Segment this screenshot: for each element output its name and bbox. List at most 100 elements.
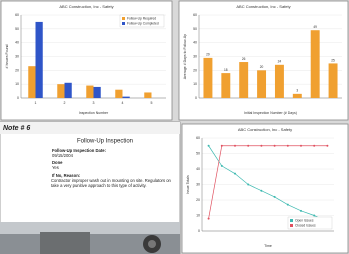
legend-swatch bbox=[290, 224, 293, 227]
value-label: 18 bbox=[224, 68, 228, 72]
y-tick-label: 0 bbox=[17, 96, 19, 100]
field-value-box: Contractor improper wash out in mounting… bbox=[51, 178, 176, 198]
y-tick-label: 0 bbox=[195, 96, 197, 100]
y-tick-label: 20 bbox=[15, 68, 19, 72]
chart: ABC Construction, Inc - Safety 0 10 20 30 40 5… bbox=[179, 1, 348, 120]
x-axis-label: Time bbox=[264, 244, 272, 248]
point bbox=[234, 145, 236, 147]
y-tick-label: 40 bbox=[196, 167, 200, 171]
chart: ABC Construction, Inc - Safety 0 10 20 30 40 5… bbox=[1, 1, 172, 120]
y-tick-label: 40 bbox=[193, 41, 197, 45]
value-label: 3 bbox=[296, 89, 298, 93]
point bbox=[247, 184, 249, 186]
point bbox=[234, 173, 236, 175]
chart-title: ABC Construction, Inc - Safety bbox=[236, 4, 290, 9]
chart: ABC Construction, Inc - Safety 0 10 20 30 40 5… bbox=[182, 124, 348, 253]
x-axis-label: Inspection Number bbox=[79, 111, 109, 115]
y-tick-label: 40 bbox=[15, 41, 19, 45]
y-tick-label: 10 bbox=[15, 82, 19, 86]
x-tick-label: 4 bbox=[122, 101, 124, 105]
point bbox=[274, 196, 276, 198]
point bbox=[247, 145, 249, 147]
point bbox=[326, 145, 328, 147]
legend-swatch bbox=[122, 17, 125, 20]
value-label: 25 bbox=[331, 58, 335, 62]
bar bbox=[293, 94, 302, 98]
chart-panel bbox=[182, 124, 348, 253]
bar bbox=[28, 66, 35, 98]
y-tick-label: 10 bbox=[193, 82, 197, 86]
bar bbox=[65, 83, 72, 98]
bar bbox=[144, 92, 151, 98]
point bbox=[300, 145, 302, 147]
y-tick-label: 50 bbox=[193, 27, 197, 31]
legend-label: Closed Issues bbox=[295, 223, 316, 227]
bar bbox=[239, 62, 248, 98]
bar bbox=[86, 86, 93, 98]
legend-label: Follow-Up Required bbox=[127, 16, 156, 20]
point bbox=[208, 145, 210, 147]
point bbox=[221, 165, 223, 167]
point bbox=[208, 218, 210, 220]
bar bbox=[275, 65, 284, 98]
y-tick-label: 0 bbox=[198, 229, 200, 233]
legend-swatch bbox=[122, 22, 125, 25]
document-panel: Note # 6 Follow-Up Inspection Follow-Up … bbox=[0, 122, 180, 254]
bar bbox=[257, 70, 266, 98]
y-tick-label: 60 bbox=[193, 13, 197, 17]
y-tick-label: 30 bbox=[15, 54, 19, 58]
x-tick-label: 3 bbox=[93, 101, 95, 105]
point bbox=[260, 190, 262, 192]
bar bbox=[94, 87, 101, 98]
chart-title: ABC Construction, Inc - Safety bbox=[59, 4, 113, 9]
photo-object bbox=[148, 240, 156, 248]
value-label: 24 bbox=[278, 60, 282, 64]
field-value: 09/15/2004 bbox=[52, 153, 74, 158]
collage: Note # 6 Follow-Up Inspection Follow-Up … bbox=[0, 0, 349, 254]
legend-swatch bbox=[290, 219, 293, 222]
x-tick-label: 5 bbox=[151, 101, 153, 105]
bar bbox=[123, 97, 130, 98]
y-tick-label: 60 bbox=[196, 136, 200, 140]
point bbox=[221, 145, 223, 147]
point bbox=[313, 215, 315, 217]
bar bbox=[36, 22, 43, 98]
value-label: 29 bbox=[206, 53, 210, 57]
bar bbox=[57, 84, 64, 98]
x-axis-label: Initial Inspection Number (# Days) bbox=[244, 111, 297, 115]
value-label: 20 bbox=[260, 65, 264, 69]
point bbox=[274, 145, 276, 147]
y-tick-label: 60 bbox=[15, 13, 19, 17]
y-tick-label: 20 bbox=[196, 198, 200, 202]
y-tick-label: 20 bbox=[193, 68, 197, 72]
field-value: Contractor improper wash out in mounting… bbox=[51, 178, 176, 188]
point bbox=[313, 145, 315, 147]
point bbox=[260, 145, 262, 147]
legend-label: Open Issues bbox=[295, 218, 314, 222]
photo-object bbox=[40, 232, 90, 254]
x-tick-label: 2 bbox=[64, 101, 66, 105]
y-tick-label: 50 bbox=[196, 151, 200, 155]
y-axis-label: # Issues Found bbox=[5, 44, 9, 68]
y-tick-label: 10 bbox=[196, 213, 200, 217]
bar bbox=[203, 58, 212, 98]
bar bbox=[311, 30, 320, 98]
y-axis-label: Average # Days to Follow-Up bbox=[183, 34, 187, 80]
point bbox=[300, 210, 302, 212]
bar bbox=[329, 63, 338, 98]
bar bbox=[115, 90, 122, 98]
bar bbox=[221, 73, 230, 98]
x-tick-label: 1 bbox=[35, 101, 37, 105]
y-tick-label: 50 bbox=[15, 27, 19, 31]
note-title: Note # 6 bbox=[3, 125, 30, 132]
y-axis-label: Issue Totals bbox=[186, 175, 190, 194]
heading: Follow-Up Inspection bbox=[77, 139, 133, 145]
value-label: 26 bbox=[242, 57, 246, 61]
point bbox=[287, 145, 289, 147]
y-tick-label: 30 bbox=[193, 54, 197, 58]
point bbox=[287, 204, 289, 206]
value-label: 49 bbox=[313, 25, 317, 29]
y-tick-label: 30 bbox=[196, 182, 200, 186]
legend-label: Follow-Up Completed bbox=[127, 21, 159, 25]
chart-title: ABC Construction, Inc - Safety bbox=[238, 127, 292, 132]
